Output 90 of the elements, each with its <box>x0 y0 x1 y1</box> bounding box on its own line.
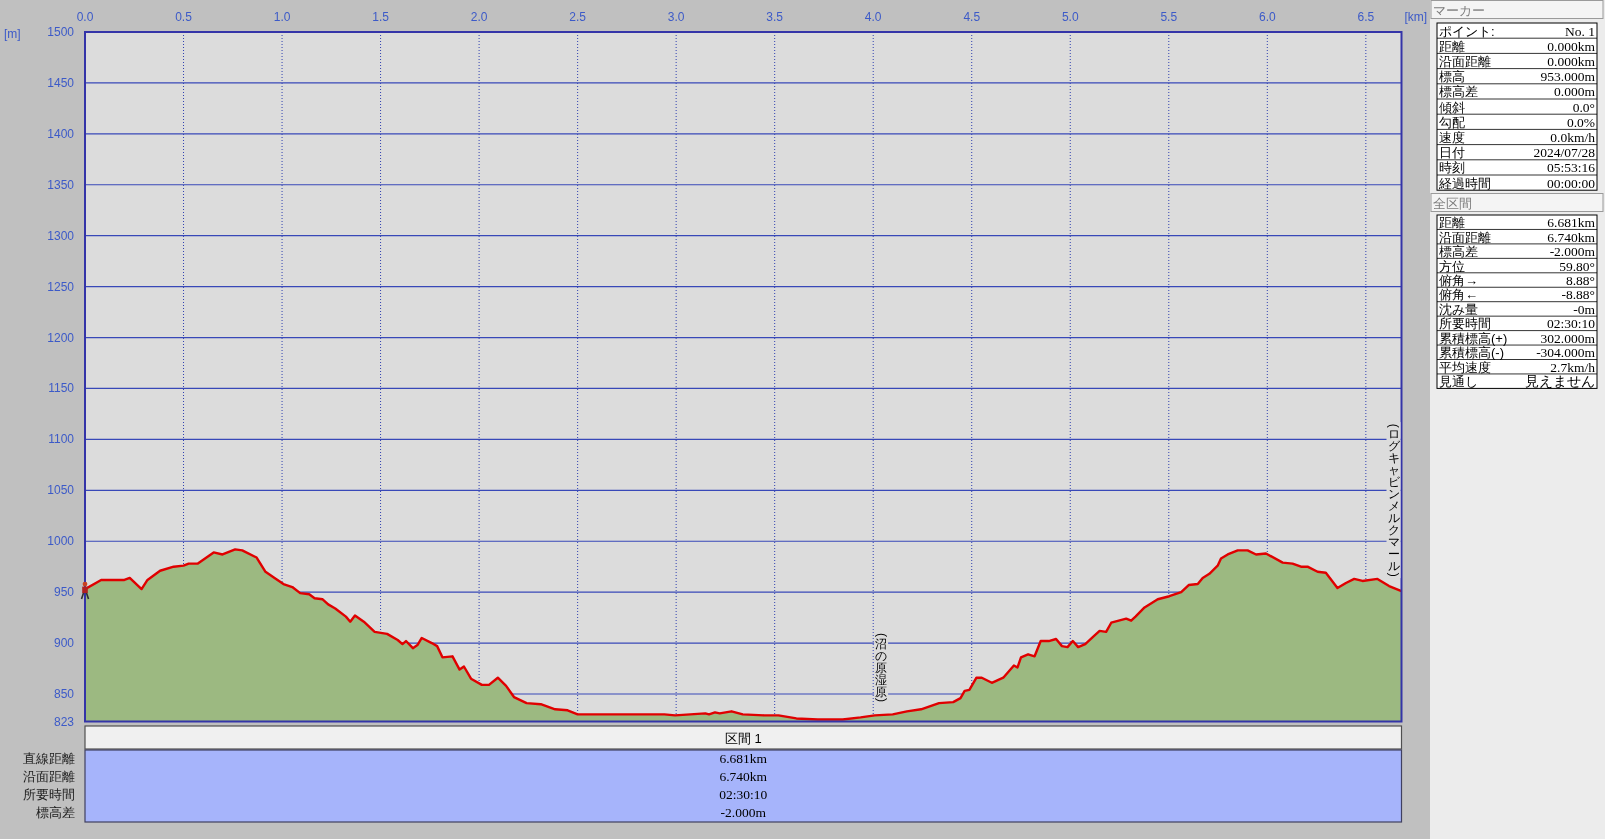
text: 俯角← <box>1439 287 1478 303</box>
y-tick-label: 1100 <box>48 432 75 447</box>
text: -304.000m <box>1536 345 1596 361</box>
x-tick-label: 4.0 <box>864 10 882 24</box>
text: 6.681km <box>1547 215 1596 231</box>
text: 0.000km <box>1547 54 1596 69</box>
text: 6.740km <box>719 769 768 784</box>
text: 所要時間 <box>23 787 75 802</box>
text: 沿面距離 <box>23 769 75 784</box>
text: 日付 <box>1439 145 1465 161</box>
text: No. 1 <box>1565 23 1595 39</box>
x-tick-label: 1.5 <box>372 10 390 24</box>
text: 経過時間 <box>1438 175 1491 191</box>
text: 沈み量 <box>1439 301 1478 317</box>
x-tick-label: 1.0 <box>273 10 291 24</box>
text: 05:53:16 <box>1546 160 1596 176</box>
text: 全区間 <box>1433 195 1472 211</box>
text: 2024/07/28 <box>1533 145 1596 161</box>
y-tick-label: 950 <box>53 585 75 600</box>
y-tick-label: 1300 <box>47 228 75 243</box>
text: -2.000m <box>720 805 767 820</box>
x-tick-label: 5.0 <box>1061 10 1079 24</box>
y-tick-label: 900 <box>53 636 75 651</box>
x-tick-label: 2.0 <box>470 10 488 24</box>
text: 距離 <box>1439 215 1465 231</box>
text: 0.0% <box>1566 114 1595 130</box>
text: 6.681km <box>719 751 768 766</box>
text: 平均速度 <box>1439 359 1491 375</box>
y-tick-label: 1500 <box>47 25 75 39</box>
x-tick-label: 0.0 <box>76 10 94 24</box>
text: 0.0km/h <box>1550 130 1596 145</box>
text: (ログキャビンメルクマール) <box>1387 423 1402 577</box>
y-tick-label: 1400 <box>47 126 75 141</box>
text: 距離 <box>1439 38 1465 54</box>
y-tick-label: 1350 <box>47 177 75 192</box>
text: 速度 <box>1439 130 1465 145</box>
y-tick-label: 1200 <box>47 330 75 345</box>
x-tick-label: 0.5 <box>175 10 193 24</box>
text: 見通し <box>1439 374 1478 390</box>
x-tick-label: 2.5 <box>569 10 587 24</box>
text: 8.88° <box>1565 273 1595 289</box>
text: 0.000m <box>1554 84 1596 100</box>
text: 直線距離 <box>23 751 75 766</box>
text: 02:30:10 <box>1546 316 1596 332</box>
annotation: (沼の原湿原) <box>874 632 889 702</box>
text: 00:00:00 <box>1546 175 1596 191</box>
x-tick-label: 5.5 <box>1160 10 1178 24</box>
text: 302.000m <box>1540 330 1596 346</box>
text: -2.000m <box>1549 244 1596 260</box>
text: 見えません <box>1525 374 1595 390</box>
text: -8.88° <box>1561 287 1595 303</box>
text: 02:30:10 <box>719 787 768 802</box>
y-tick-label: 1000 <box>47 534 75 549</box>
text: ポイント: <box>1439 23 1495 39</box>
x-tick-label: 6.0 <box>1258 10 1276 24</box>
text: 標高差 <box>36 805 75 820</box>
text: 累積標高(-) <box>1439 345 1504 361</box>
x-tick-label: 4.5 <box>963 10 981 24</box>
x-axis-title: [km] <box>1404 10 1428 24</box>
text: 沿面距離 <box>1439 54 1491 69</box>
text: 標高差 <box>1439 244 1478 260</box>
text: 標高 <box>1439 69 1465 85</box>
x-tick-label: 3.0 <box>667 10 685 24</box>
x-tick-label: 3.5 <box>766 10 784 24</box>
text: 0.0° <box>1572 99 1595 115</box>
text: 953.000m <box>1540 69 1596 85</box>
text: 沿面距離 <box>1439 229 1491 245</box>
text: 所要時間 <box>1439 316 1491 332</box>
text: 方位 <box>1439 258 1465 274</box>
text: マーカー <box>1433 2 1485 18</box>
text: 傾斜 <box>1439 99 1465 115</box>
text: 累積標高(+) <box>1439 330 1508 346</box>
text: -0m <box>1573 301 1596 317</box>
text: 0.000km <box>1547 38 1596 54</box>
y-tick-label: 1450 <box>47 75 75 90</box>
text: 区間 1 <box>724 730 762 746</box>
text: 標高差 <box>1439 84 1478 100</box>
text: 勾配 <box>1439 114 1465 130</box>
text: 俯角→ <box>1439 273 1478 289</box>
text: 59.80° <box>1559 258 1595 274</box>
x-tick-label: 6.5 <box>1357 10 1375 24</box>
y-tick-label: 823 <box>53 714 75 729</box>
y-tick-label: 1150 <box>48 381 75 396</box>
text: 6.740km <box>1547 229 1596 245</box>
y-tick-label: 850 <box>53 687 75 701</box>
text: 時刻 <box>1439 160 1465 176</box>
text: 2.7km/h <box>1550 359 1596 375</box>
y-tick-label: 1050 <box>47 483 75 498</box>
y-tick-label: 1250 <box>47 279 75 294</box>
y-axis-title: [m] <box>4 27 21 41</box>
